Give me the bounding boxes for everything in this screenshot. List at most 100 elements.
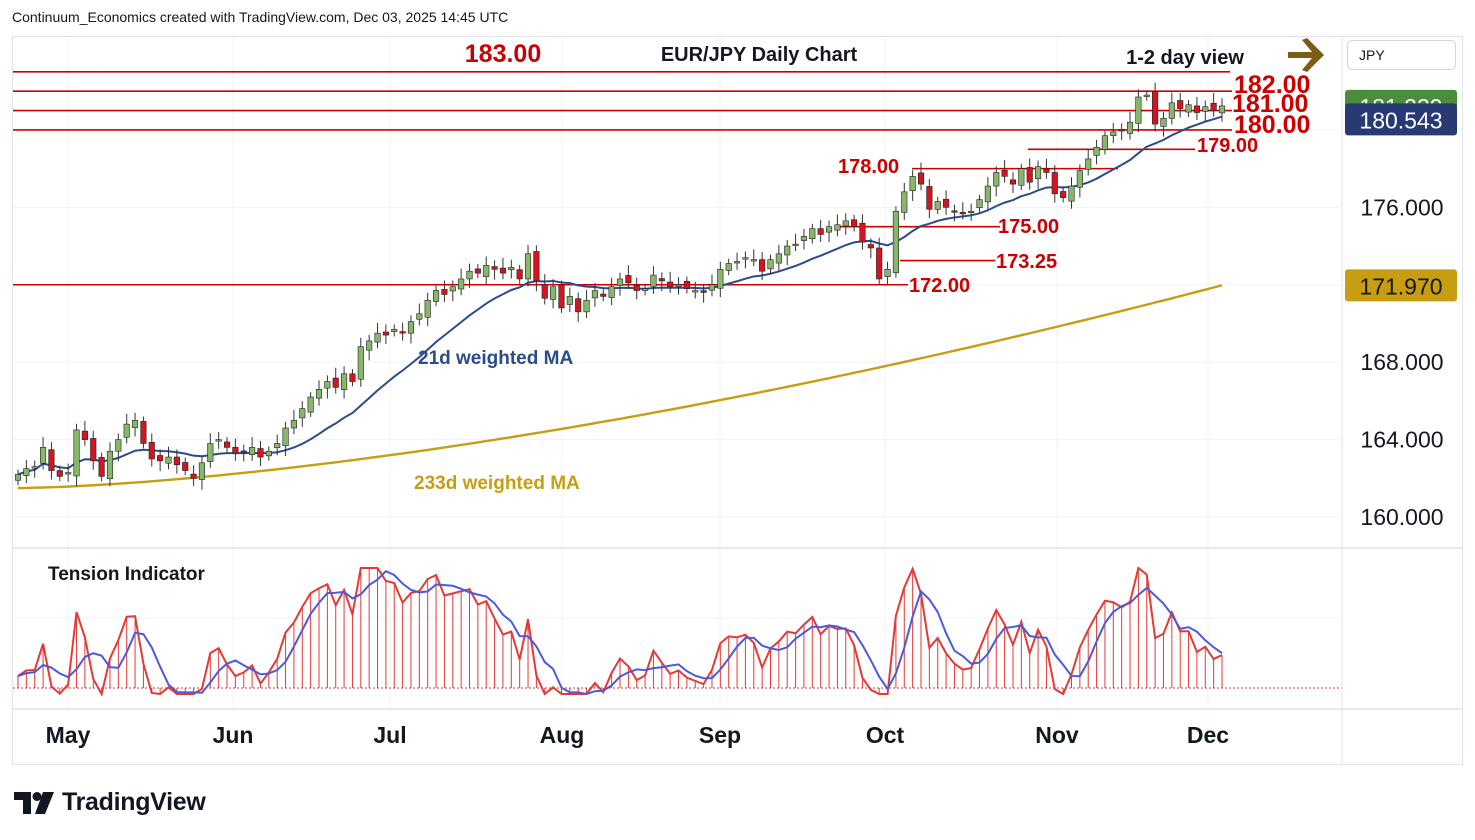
candle-body bbox=[516, 269, 523, 280]
candle-body bbox=[750, 259, 757, 262]
month-label: Nov bbox=[1035, 722, 1079, 748]
candle-body bbox=[173, 456, 180, 466]
candle-body bbox=[1085, 158, 1092, 170]
candle-body bbox=[566, 296, 573, 305]
candle-body bbox=[792, 243, 799, 246]
candle-body bbox=[809, 228, 816, 239]
candle-body bbox=[825, 226, 833, 233]
candle-body bbox=[307, 396, 314, 413]
level-label-175: 175.00 bbox=[998, 216, 1059, 238]
ma233-line bbox=[17, 284, 1223, 490]
candle-body bbox=[717, 268, 724, 289]
candle-body bbox=[441, 289, 448, 295]
candle-body bbox=[876, 247, 883, 280]
candle-body bbox=[616, 278, 624, 286]
right-arrow-icon bbox=[1288, 38, 1324, 72]
candle-body bbox=[1126, 121, 1134, 134]
candle-body bbox=[1110, 131, 1117, 137]
candle-body bbox=[424, 299, 431, 318]
candle-body bbox=[642, 288, 649, 291]
chart-frame bbox=[12, 36, 1463, 765]
candle-body bbox=[658, 278, 665, 282]
candle-body bbox=[1210, 102, 1217, 111]
candle-body bbox=[1001, 169, 1008, 177]
ma21-label: 21d weighted MA bbox=[418, 348, 573, 369]
candle-body bbox=[633, 284, 640, 291]
tradingview-logo[interactable]: TradingView bbox=[14, 788, 206, 817]
tradingview-brand-text: TradingView bbox=[62, 788, 206, 816]
candle-body bbox=[759, 259, 766, 272]
candle-body bbox=[341, 373, 348, 390]
candle-body bbox=[382, 331, 389, 336]
candle-body bbox=[650, 274, 657, 287]
price-badge-label: 180.543 bbox=[1359, 107, 1442, 133]
tension-label: Tension Indicator bbox=[48, 564, 206, 585]
candle-body bbox=[951, 210, 958, 213]
y-tick-label: 176.000 bbox=[1360, 194, 1443, 220]
candle-body bbox=[508, 267, 515, 270]
candle-body bbox=[407, 321, 415, 334]
candle-body bbox=[909, 176, 916, 191]
y-tick-label: 168.000 bbox=[1360, 349, 1443, 375]
currency-selector[interactable]: JPY bbox=[1347, 40, 1456, 70]
candle-body bbox=[106, 450, 114, 480]
level-label-181: 181.00 bbox=[1232, 90, 1308, 118]
candle-body bbox=[800, 236, 808, 241]
candles bbox=[14, 82, 1226, 490]
candle-body bbox=[742, 257, 749, 260]
candle-body bbox=[115, 439, 122, 452]
chart-header: Continuum_Economics created with Trading… bbox=[12, 9, 509, 25]
candle-body bbox=[767, 259, 774, 270]
candle-body bbox=[73, 429, 80, 477]
candle-body bbox=[1160, 117, 1167, 127]
candle-body bbox=[357, 346, 364, 380]
candle-body bbox=[959, 212, 966, 215]
candle-body bbox=[282, 427, 289, 447]
candle-body bbox=[265, 450, 272, 457]
candle-body bbox=[976, 199, 983, 209]
candle-body bbox=[600, 293, 607, 297]
candle-body bbox=[926, 186, 933, 210]
candle-body bbox=[123, 423, 130, 438]
candle-body bbox=[700, 290, 707, 293]
candle-body bbox=[533, 251, 540, 282]
ma233-label: 233d weighted MA bbox=[414, 473, 580, 494]
candle-body bbox=[817, 228, 824, 235]
candle-body bbox=[232, 447, 239, 454]
candle-body bbox=[474, 268, 481, 274]
candle-body bbox=[374, 332, 381, 343]
candle-body bbox=[491, 266, 498, 270]
candle-body bbox=[1168, 102, 1175, 119]
candle-body bbox=[675, 284, 682, 287]
candle-body bbox=[1093, 147, 1100, 156]
candle-body bbox=[859, 222, 866, 243]
candle-body bbox=[299, 408, 306, 419]
candle-body bbox=[466, 270, 473, 280]
candle-body bbox=[207, 443, 214, 462]
candle-body bbox=[190, 473, 197, 479]
month-label: Oct bbox=[866, 722, 905, 748]
candle-body bbox=[1135, 96, 1142, 124]
candle-body bbox=[1060, 191, 1067, 198]
candle-body bbox=[432, 290, 440, 302]
month-label: Jun bbox=[213, 722, 254, 748]
candle-body bbox=[1018, 168, 1025, 186]
candle-body bbox=[867, 244, 874, 249]
tension-blue-line bbox=[17, 570, 1223, 696]
level-label-179: 179.00 bbox=[1197, 135, 1258, 157]
level-label-183: 183.00 bbox=[465, 40, 541, 68]
level-label-178: 178.00 bbox=[838, 156, 899, 178]
price-badge-label: 171.970 bbox=[1359, 273, 1442, 299]
candle-body bbox=[290, 419, 297, 429]
candle-body bbox=[449, 286, 456, 292]
candle-body bbox=[274, 443, 281, 449]
candle-body bbox=[834, 224, 841, 231]
candle-body bbox=[591, 290, 598, 299]
candle-body bbox=[1009, 179, 1017, 185]
tension-indicator bbox=[13, 566, 1342, 697]
candle-body bbox=[157, 455, 164, 462]
candle-body bbox=[240, 450, 247, 453]
level-label-182: 182.00 bbox=[1234, 71, 1310, 99]
candle-body bbox=[968, 210, 975, 214]
